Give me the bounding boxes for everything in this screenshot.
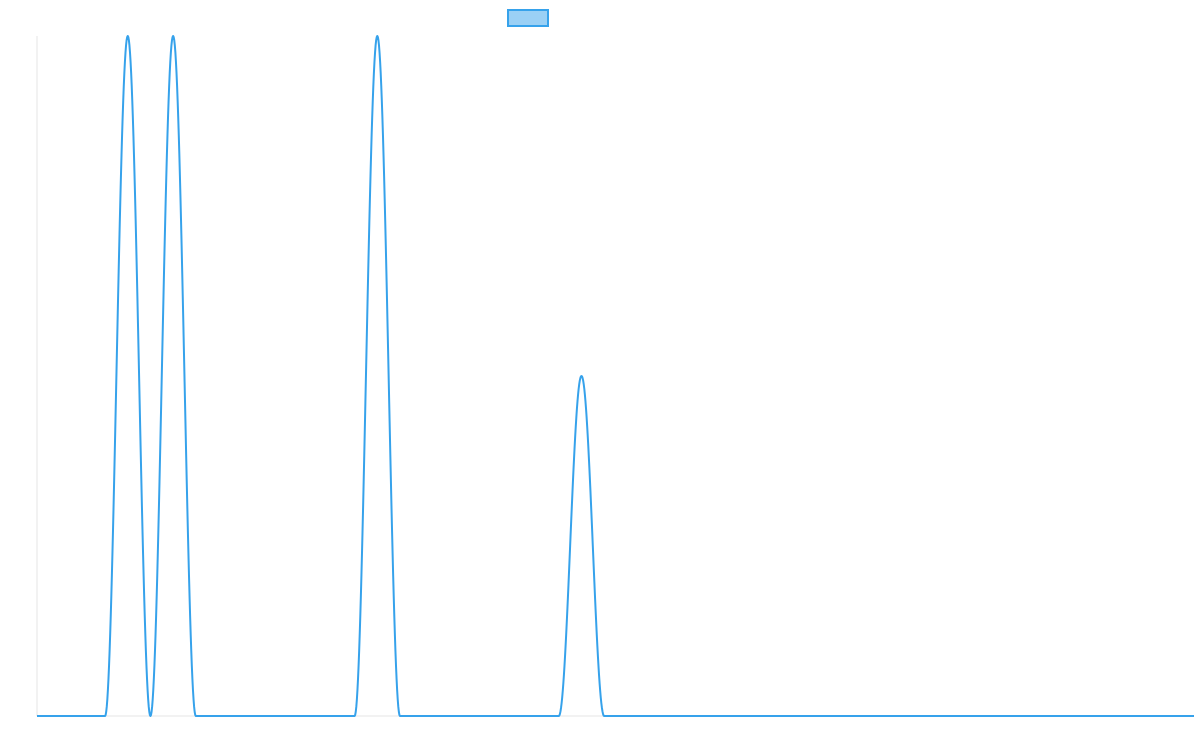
series-layer bbox=[36, 33, 1195, 717]
peak-point[interactable] bbox=[578, 373, 584, 379]
legend-swatch[interactable] bbox=[507, 9, 549, 27]
axes bbox=[36, 36, 1194, 717]
legend[interactable] bbox=[507, 9, 549, 27]
legend-item[interactable] bbox=[507, 9, 549, 27]
series-line bbox=[36, 35, 1195, 717]
peak-point[interactable] bbox=[374, 33, 380, 39]
peak-point[interactable] bbox=[125, 33, 131, 39]
peak-point[interactable] bbox=[170, 33, 176, 39]
